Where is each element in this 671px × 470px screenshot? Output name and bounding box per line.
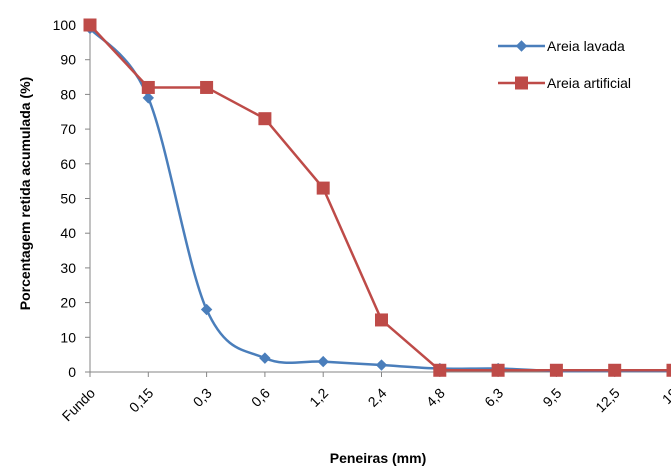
y-tick-label: 60 (60, 156, 76, 172)
x-tick-label: 0,15 (126, 385, 157, 416)
y-tick-label: 70 (60, 121, 76, 137)
data-point (491, 363, 505, 377)
y-tick-label: 40 (60, 225, 76, 241)
data-point (316, 181, 330, 195)
x-tick-label: 4,8 (423, 385, 448, 410)
data-point (259, 352, 271, 364)
data-point (141, 80, 155, 94)
data-point (258, 112, 272, 126)
legend-marker (515, 40, 528, 52)
y-axis-title: Porcentagem retida acumulada (%) (17, 77, 33, 310)
x-tick-label: 1,2 (306, 385, 331, 410)
data-point (666, 363, 671, 377)
data-point (317, 355, 329, 368)
x-tick-label: 2,4 (365, 385, 390, 410)
data-point (200, 303, 213, 316)
legend-item: Areia lavada (498, 38, 625, 54)
x-tick-label: 9,5 (539, 385, 564, 410)
legend-marker (515, 76, 528, 90)
x-tick-label: 0,6 (248, 385, 273, 410)
y-tick-label: 0 (68, 364, 76, 380)
y-tick-label: 20 (60, 295, 76, 311)
x-tick-label: 0,3 (190, 385, 215, 410)
legend-item: Areia artificial (498, 75, 631, 91)
legend-label: Areia artificial (547, 75, 631, 91)
y-tick-label: 80 (60, 86, 76, 102)
y-tick-label: 90 (60, 52, 76, 68)
series-layer (83, 18, 671, 377)
data-point (608, 363, 622, 377)
y-tick-label: 100 (53, 17, 77, 33)
data-point (200, 80, 214, 94)
x-axis-title: Peneiras (mm) (330, 450, 426, 466)
data-point (549, 363, 563, 377)
data-point (433, 363, 447, 377)
y-tick-label: 10 (60, 329, 76, 345)
data-point (375, 359, 388, 371)
legend-label: Areia lavada (547, 38, 625, 54)
x-tick-label: 19 (659, 385, 671, 407)
data-point (142, 92, 155, 104)
legend: Areia lavada Areia artificial (498, 38, 631, 91)
x-tick-label: 6,3 (481, 385, 506, 410)
x-tick-label: 12,5 (592, 385, 623, 416)
x-tick-label: Fundo (59, 385, 99, 425)
data-point (83, 18, 97, 32)
y-tick-label: 30 (60, 260, 76, 276)
data-point (375, 313, 388, 327)
y-tick-label: 50 (60, 191, 76, 207)
series-1 (83, 18, 671, 377)
